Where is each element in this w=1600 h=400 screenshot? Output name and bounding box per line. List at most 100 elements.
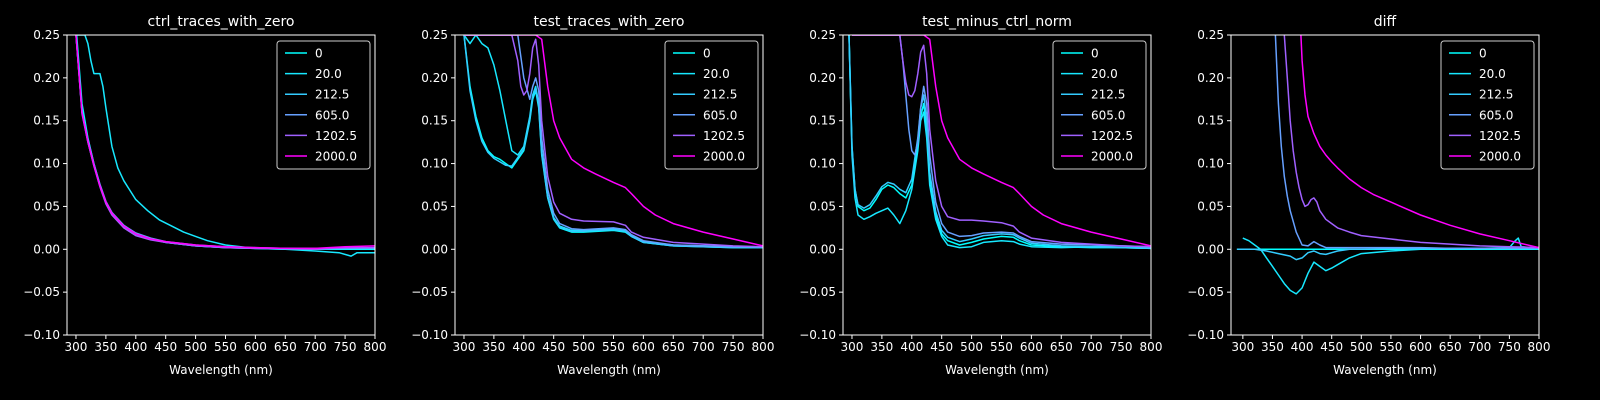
series-line-20.0 xyxy=(848,35,1151,249)
y-tick-label: −0.05 xyxy=(23,285,60,299)
y-tick-label: 0.10 xyxy=(421,157,448,171)
legend-label: 605.0 xyxy=(703,108,737,122)
y-tick-label: 0.00 xyxy=(421,242,448,256)
chart-title: ctrl_traces_with_zero xyxy=(148,14,295,30)
legend-label: 212.5 xyxy=(703,88,737,102)
legend-label: 0 xyxy=(1091,47,1099,61)
series-line-2000.0 xyxy=(464,35,763,247)
y-tick-label: −0.05 xyxy=(411,285,448,299)
legend-label: 605.0 xyxy=(1479,108,1513,122)
x-tick-label: 350 xyxy=(870,340,893,354)
x-tick-label: 350 xyxy=(1261,340,1284,354)
y-tick-label: 0.10 xyxy=(33,157,60,171)
x-tick-label: 300 xyxy=(1231,340,1254,354)
x-tick-label: 800 xyxy=(1528,340,1551,354)
x-tick-label: 750 xyxy=(1110,340,1133,354)
y-tick-label: 0.25 xyxy=(1197,28,1224,42)
axes-frame xyxy=(454,34,764,336)
subplot-3: 300 350 400 450 500 550 600 650 700 750 800 −0.10 −0… xyxy=(799,14,1162,377)
x-tick-label: 700 xyxy=(304,340,327,354)
series-line-212.5 xyxy=(848,35,1151,250)
legend-label: 0 xyxy=(1479,47,1487,61)
y-tick-label: −0.10 xyxy=(799,328,836,342)
legend: 0 20.0 212.5 605.0 1202.5 2000.0 xyxy=(276,40,371,170)
x-tick-label: 550 xyxy=(990,340,1013,354)
x-tick-label: 750 xyxy=(722,340,745,354)
y-tick-label: 0.05 xyxy=(1197,199,1224,213)
legend-label: 20.0 xyxy=(1091,67,1118,81)
legend-label: 20.0 xyxy=(1479,67,1506,81)
legend: 0 20.0 212.5 605.0 1202.5 2000.0 xyxy=(1440,40,1535,170)
legend-label: 1202.5 xyxy=(1091,129,1133,143)
legend-label: 2000.0 xyxy=(1479,150,1521,164)
series-lines xyxy=(75,35,375,257)
x-tick-label: 750 xyxy=(334,340,357,354)
y-tick-label: 0.20 xyxy=(421,71,448,85)
legend-label: 0 xyxy=(315,47,323,61)
x-tick-label: 500 xyxy=(960,340,983,354)
x-axis-label: Wavelength (nm) xyxy=(557,363,661,377)
y-tick-label: 0.20 xyxy=(33,71,60,85)
x-tick-label: 700 xyxy=(692,340,715,354)
x-tick-label: 500 xyxy=(572,340,595,354)
x-tick-label: 450 xyxy=(930,340,953,354)
axes-frame xyxy=(842,34,1152,336)
legend-label: 2000.0 xyxy=(315,150,357,164)
y-tick-label: 0.15 xyxy=(33,114,60,128)
series-line-0 xyxy=(848,35,1151,250)
y-tick-label: 0.05 xyxy=(33,199,60,213)
x-tick-label: 500 xyxy=(1350,340,1373,354)
x-tick-label: 550 xyxy=(602,340,625,354)
y-tick-label: 0.25 xyxy=(33,28,60,42)
x-tick-label: 700 xyxy=(1080,340,1103,354)
subplot-1: 300 350 400 450 500 550 600 650 700 750 800 −0.10 −0… xyxy=(23,14,386,377)
x-tick-label: 300 xyxy=(453,340,476,354)
y-tick-label: 0.15 xyxy=(421,114,448,128)
series-lines xyxy=(1236,35,1539,295)
y-tick-label: −0.10 xyxy=(411,328,448,342)
x-tick-label: 750 xyxy=(1498,340,1521,354)
chart-title: test_minus_ctrl_norm xyxy=(922,14,1072,30)
x-tick-label: 800 xyxy=(752,340,775,354)
x-tick-label: 300 xyxy=(841,340,864,354)
legend-label: 20.0 xyxy=(703,67,730,81)
x-axis-label: Wavelength (nm) xyxy=(169,363,273,377)
y-tick-label: 0.20 xyxy=(809,71,836,85)
series-line-2000.0 xyxy=(852,35,1151,247)
x-tick-label: 450 xyxy=(154,340,177,354)
legend-label: 20.0 xyxy=(315,67,342,81)
y-tick-label: 0.00 xyxy=(1197,242,1224,256)
legend-label: 212.5 xyxy=(1479,88,1513,102)
x-tick-label: 550 xyxy=(1379,340,1402,354)
y-tick-label: 0.25 xyxy=(421,28,448,42)
y-tick-label: 0.25 xyxy=(809,28,836,42)
x-axis-label: Wavelength (nm) xyxy=(945,363,1049,377)
x-tick-label: 550 xyxy=(214,340,237,354)
y-tick-label: 0.10 xyxy=(809,157,836,171)
x-tick-label: 300 xyxy=(65,340,88,354)
y-tick-label: 0.00 xyxy=(809,242,836,256)
x-tick-label: 800 xyxy=(364,340,387,354)
x-tick-label: 650 xyxy=(662,340,685,354)
x-tick-label: 450 xyxy=(1320,340,1343,354)
x-tick-label: 450 xyxy=(542,340,565,354)
series-line-1202.5 xyxy=(1283,35,1539,249)
x-tick-label: 600 xyxy=(244,340,267,354)
x-tick-label: 400 xyxy=(1291,340,1314,354)
chart-title: test_traces_with_zero xyxy=(534,14,685,30)
legend-label: 605.0 xyxy=(315,108,349,122)
series-line-605.0 xyxy=(464,35,763,248)
x-tick-label: 650 xyxy=(1050,340,1073,354)
y-tick-label: −0.10 xyxy=(23,328,60,342)
series-lines xyxy=(463,35,763,249)
x-tick-label: 400 xyxy=(124,340,147,354)
series-line-2000.0 xyxy=(75,35,375,250)
legend: 0 20.0 212.5 605.0 1202.5 2000.0 xyxy=(664,40,759,170)
x-tick-label: 650 xyxy=(1439,340,1462,354)
legend-label: 212.5 xyxy=(1091,88,1125,102)
series-lines xyxy=(848,35,1151,250)
legend-label: 2000.0 xyxy=(703,150,745,164)
x-tick-label: 350 xyxy=(94,340,117,354)
x-axis-label: Wavelength (nm) xyxy=(1333,363,1437,377)
